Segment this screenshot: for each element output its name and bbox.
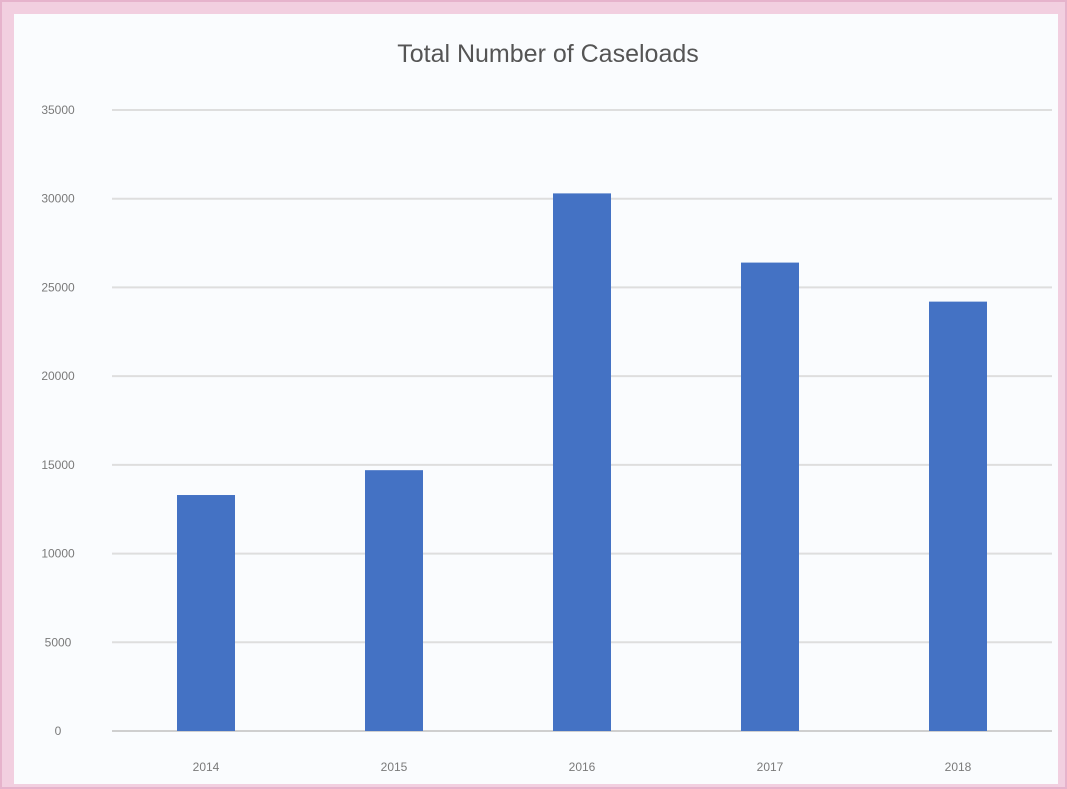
y-axis-ticks: 0 5000 10000 15000 20000 25000 30000 35000 [41, 103, 75, 738]
x-tick-label: 2014 [193, 760, 220, 774]
y-tick-label: 10000 [41, 547, 75, 561]
x-tick-label: 2016 [569, 760, 596, 774]
y-tick-label: 30000 [41, 192, 75, 206]
x-tick-label: 2017 [757, 760, 784, 774]
y-tick-label: 15000 [41, 458, 75, 472]
bar-2017 [741, 262, 799, 731]
y-tick-label: 25000 [41, 280, 75, 294]
x-tick-label: 2018 [945, 760, 972, 774]
y-tick-label: 0 [55, 724, 62, 738]
chart-title: Total Number of Caseloads [397, 40, 699, 68]
bar-2014 [177, 495, 235, 731]
bar-2016 [553, 193, 611, 732]
bar-2015 [365, 470, 423, 731]
x-axis-ticks: 2014 2015 2016 2017 2018 [193, 760, 972, 774]
bar-2018 [929, 301, 987, 731]
bars [177, 193, 987, 732]
y-tick-label: 35000 [41, 103, 75, 117]
x-tick-label: 2015 [381, 760, 408, 774]
y-tick-label: 20000 [41, 369, 75, 383]
y-tick-label: 5000 [45, 635, 72, 649]
